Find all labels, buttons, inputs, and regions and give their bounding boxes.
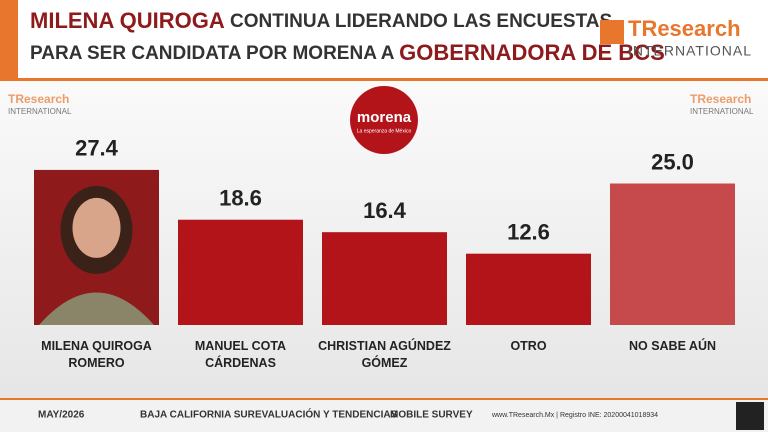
header-bg [0,0,768,78]
title-line2: PARA SER CANDIDATA POR MORENA A GOBERNAD… [30,40,665,65]
title-bold2: GOBERNADORA DE BCS [399,40,665,65]
header-accent [0,0,18,78]
value-label: 18.6 [219,186,262,211]
footer-topic: EVALUACIÓN Y TENDENCIAS [255,408,398,421]
bar [322,232,447,325]
title-bold: MILENA QUIROGA [30,8,225,33]
footer-line [0,398,768,400]
party-slogan: La esperanza de México [357,128,412,134]
brand-name: TResearch [628,16,741,41]
value-label: 16.4 [363,198,407,223]
footer-date: MAY/2026 [38,410,85,421]
value-label: 25.0 [651,149,694,174]
bars: 27.4 18.6 16.4 12.6 25.0 [34,136,735,325]
title-rest: CONTINUA LIDERANDO LAS ENCUESTAS [230,11,612,32]
portrait-face [72,197,121,258]
party-name: morena [357,109,412,126]
category-label: MANUEL COTA CÁRDENAS [194,339,287,370]
category-label: CHRISTIAN AGÚNDEZ GÓMEZ [318,339,451,370]
bar [610,183,735,325]
qr-code [736,402,764,430]
category-label: MILENA QUIROGA ROMERO [41,339,152,370]
title-line1: MILENA QUIROGA CONTINUA LIDERANDO LAS EN… [30,8,612,33]
brand-icon [600,20,624,44]
header-line [0,78,768,81]
bar [178,219,303,325]
footer-bg [0,400,768,432]
value-label: 27.4 [75,136,119,161]
watermark-sub: INTERNATIONAL [8,107,72,116]
watermark: TResearch [8,92,69,106]
watermark: TResearch [690,92,751,106]
party-logo [350,86,418,154]
brand-sub: INTERNATIONAL [628,43,752,59]
category-label: OTRO [510,339,547,353]
bar [466,253,591,325]
portrait-body [39,292,154,325]
footer-site: www.TResearch.Mx | Registro INE: 2020004… [491,412,658,419]
title-line2-text: PARA SER CANDIDATA POR MORENA A [30,43,395,64]
category-label: NO SABE AÚN [628,339,717,353]
footer-method: MOBILE SURVEY [390,410,473,421]
watermark-sub: INTERNATIONAL [690,107,754,116]
footer: MAY/2026 BAJA CALIFORNIA SUR EVALUACIÓN … [38,408,658,421]
footer-region: BAJA CALIFORNIA SUR [140,410,256,421]
value-label: 12.6 [507,219,550,244]
